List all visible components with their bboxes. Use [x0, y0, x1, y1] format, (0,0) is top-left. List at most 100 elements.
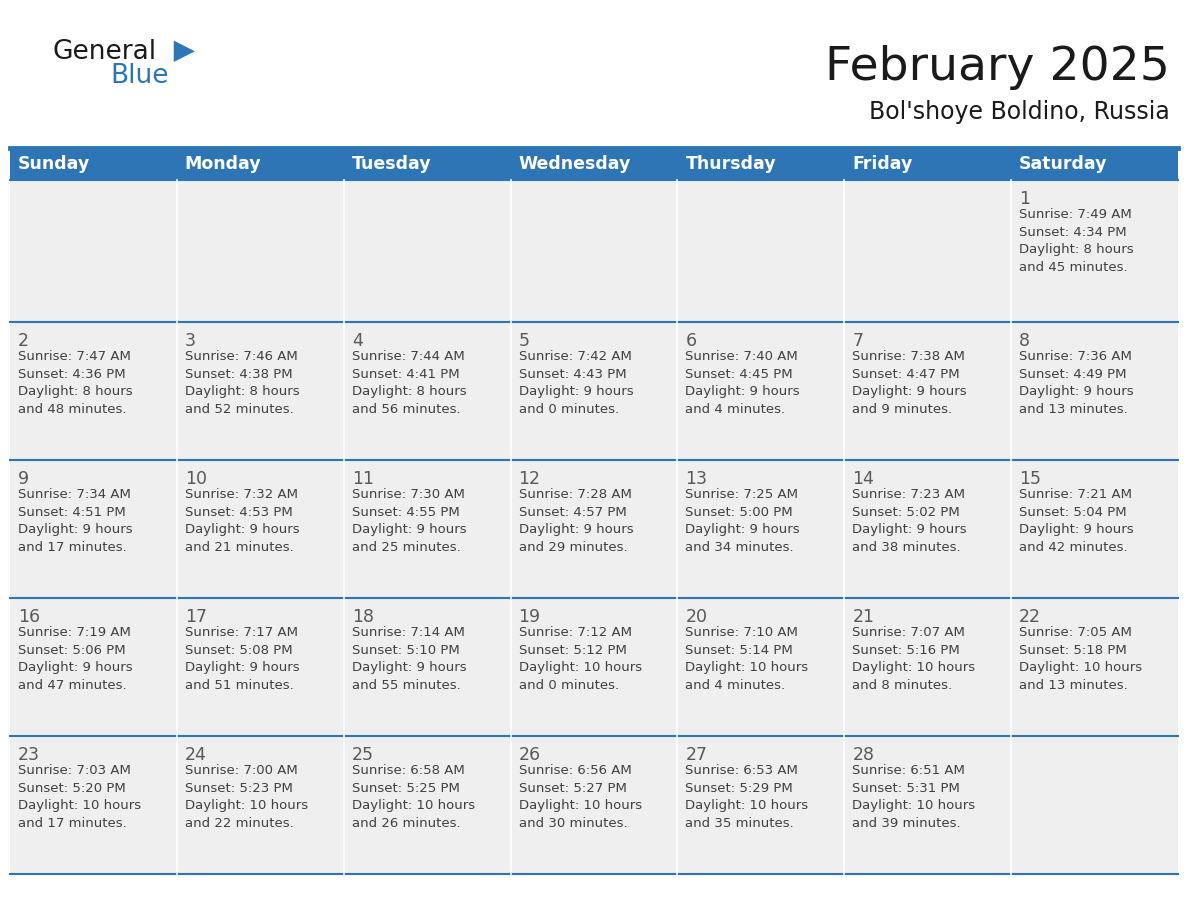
Bar	[10, 736, 177, 874]
Bar	[677, 180, 845, 322]
Text: 9: 9	[18, 470, 30, 488]
Text: Sunrise: 7:34 AM: Sunrise: 7:34 AM	[18, 488, 131, 501]
Text: Sunset: 5:29 PM: Sunset: 5:29 PM	[685, 782, 794, 795]
Bar	[511, 322, 677, 460]
Text: and 38 minutes.: and 38 minutes.	[852, 541, 961, 554]
Text: Daylight: 10 hours: Daylight: 10 hours	[519, 662, 642, 675]
Text: and 26 minutes.: and 26 minutes.	[352, 817, 460, 830]
Text: and 4 minutes.: and 4 minutes.	[685, 403, 785, 416]
Text: Daylight: 10 hours: Daylight: 10 hours	[685, 662, 809, 675]
Text: Sunrise: 7:17 AM: Sunrise: 7:17 AM	[185, 626, 298, 640]
Text: Daylight: 10 hours: Daylight: 10 hours	[352, 800, 475, 812]
Bar	[1011, 322, 1178, 460]
Bar	[10, 322, 177, 460]
Text: Sunset: 5:25 PM: Sunset: 5:25 PM	[352, 782, 460, 795]
Text: Sunrise: 6:56 AM: Sunrise: 6:56 AM	[519, 765, 631, 778]
Text: Sunrise: 7:42 AM: Sunrise: 7:42 AM	[519, 351, 632, 364]
Text: 24: 24	[185, 746, 207, 764]
Bar	[10, 180, 177, 322]
Text: Daylight: 10 hours: Daylight: 10 hours	[852, 800, 975, 812]
Text: Daylight: 9 hours: Daylight: 9 hours	[1019, 523, 1133, 536]
Text: Daylight: 10 hours: Daylight: 10 hours	[1019, 662, 1143, 675]
Text: Sunset: 5:23 PM: Sunset: 5:23 PM	[185, 782, 292, 795]
Text: Sunrise: 7:44 AM: Sunrise: 7:44 AM	[352, 351, 465, 364]
Bar	[845, 148, 1011, 180]
Bar	[177, 460, 343, 598]
Text: 19: 19	[519, 608, 541, 626]
Text: Sunset: 4:45 PM: Sunset: 4:45 PM	[685, 368, 794, 381]
Bar	[677, 460, 845, 598]
Text: and 22 minutes.: and 22 minutes.	[185, 817, 293, 830]
Text: Daylight: 10 hours: Daylight: 10 hours	[18, 800, 141, 812]
Text: 18: 18	[352, 608, 374, 626]
Text: Saturday: Saturday	[1019, 155, 1107, 173]
Bar	[1011, 180, 1178, 322]
Text: General: General	[52, 39, 156, 65]
Text: Sunrise: 7:12 AM: Sunrise: 7:12 AM	[519, 626, 632, 640]
Text: 10: 10	[185, 470, 207, 488]
Text: and 30 minutes.: and 30 minutes.	[519, 817, 627, 830]
Text: Sunrise: 7:32 AM: Sunrise: 7:32 AM	[185, 488, 298, 501]
Text: Sunset: 5:00 PM: Sunset: 5:00 PM	[685, 506, 794, 519]
Text: Bol'shoye Boldino, Russia: Bol'shoye Boldino, Russia	[870, 100, 1170, 124]
Text: Sunrise: 7:05 AM: Sunrise: 7:05 AM	[1019, 626, 1132, 640]
Text: Daylight: 9 hours: Daylight: 9 hours	[685, 523, 800, 536]
Text: Sunset: 4:34 PM: Sunset: 4:34 PM	[1019, 226, 1126, 239]
Text: Sunrise: 7:49 AM: Sunrise: 7:49 AM	[1019, 208, 1132, 221]
Text: Sunrise: 7:38 AM: Sunrise: 7:38 AM	[852, 351, 965, 364]
Text: Sunrise: 7:36 AM: Sunrise: 7:36 AM	[1019, 351, 1132, 364]
Text: 16: 16	[18, 608, 40, 626]
Text: Sunset: 5:31 PM: Sunset: 5:31 PM	[852, 782, 960, 795]
Bar	[511, 148, 677, 180]
Bar	[10, 598, 177, 736]
Bar	[845, 736, 1011, 874]
Text: 12: 12	[519, 470, 541, 488]
Text: Daylight: 9 hours: Daylight: 9 hours	[685, 386, 800, 398]
Text: Sunset: 4:41 PM: Sunset: 4:41 PM	[352, 368, 460, 381]
Text: 4: 4	[352, 332, 362, 350]
Bar	[845, 460, 1011, 598]
Bar	[677, 598, 845, 736]
Text: Sunrise: 7:19 AM: Sunrise: 7:19 AM	[18, 626, 131, 640]
Text: and 8 minutes.: and 8 minutes.	[852, 679, 953, 692]
Text: Sunrise: 7:10 AM: Sunrise: 7:10 AM	[685, 626, 798, 640]
Text: and 9 minutes.: and 9 minutes.	[852, 403, 953, 416]
Text: Daylight: 9 hours: Daylight: 9 hours	[852, 386, 967, 398]
Bar	[511, 736, 677, 874]
Text: 2: 2	[18, 332, 29, 350]
Bar	[10, 460, 177, 598]
Text: Sunset: 5:04 PM: Sunset: 5:04 PM	[1019, 506, 1126, 519]
Text: Monday: Monday	[185, 155, 261, 173]
Text: Sunrise: 7:03 AM: Sunrise: 7:03 AM	[18, 765, 131, 778]
Bar	[677, 322, 845, 460]
Bar	[177, 148, 343, 180]
Text: 5: 5	[519, 332, 530, 350]
Text: Sunday: Sunday	[18, 155, 90, 173]
Text: Daylight: 10 hours: Daylight: 10 hours	[852, 662, 975, 675]
Text: and 17 minutes.: and 17 minutes.	[18, 541, 127, 554]
Text: 25: 25	[352, 746, 374, 764]
Text: 1: 1	[1019, 190, 1030, 208]
Text: Sunset: 4:43 PM: Sunset: 4:43 PM	[519, 368, 626, 381]
Text: Sunrise: 7:47 AM: Sunrise: 7:47 AM	[18, 351, 131, 364]
Text: 27: 27	[685, 746, 707, 764]
Text: Sunset: 5:12 PM: Sunset: 5:12 PM	[519, 644, 626, 657]
Text: and 55 minutes.: and 55 minutes.	[352, 679, 461, 692]
Text: and 47 minutes.: and 47 minutes.	[18, 679, 127, 692]
Text: and 21 minutes.: and 21 minutes.	[185, 541, 293, 554]
Text: and 17 minutes.: and 17 minutes.	[18, 817, 127, 830]
Text: 17: 17	[185, 608, 207, 626]
Text: Sunrise: 7:14 AM: Sunrise: 7:14 AM	[352, 626, 465, 640]
Text: Sunrise: 7:07 AM: Sunrise: 7:07 AM	[852, 626, 965, 640]
Text: Sunrise: 6:51 AM: Sunrise: 6:51 AM	[852, 765, 965, 778]
Text: and 52 minutes.: and 52 minutes.	[185, 403, 293, 416]
Text: Sunset: 5:06 PM: Sunset: 5:06 PM	[18, 644, 126, 657]
Text: and 4 minutes.: and 4 minutes.	[685, 679, 785, 692]
Bar	[845, 598, 1011, 736]
Text: Daylight: 8 hours: Daylight: 8 hours	[352, 386, 467, 398]
Text: Daylight: 9 hours: Daylight: 9 hours	[185, 523, 299, 536]
Bar	[511, 598, 677, 736]
Text: Daylight: 9 hours: Daylight: 9 hours	[352, 523, 467, 536]
Text: Daylight: 9 hours: Daylight: 9 hours	[352, 662, 467, 675]
Text: Daylight: 9 hours: Daylight: 9 hours	[852, 523, 967, 536]
